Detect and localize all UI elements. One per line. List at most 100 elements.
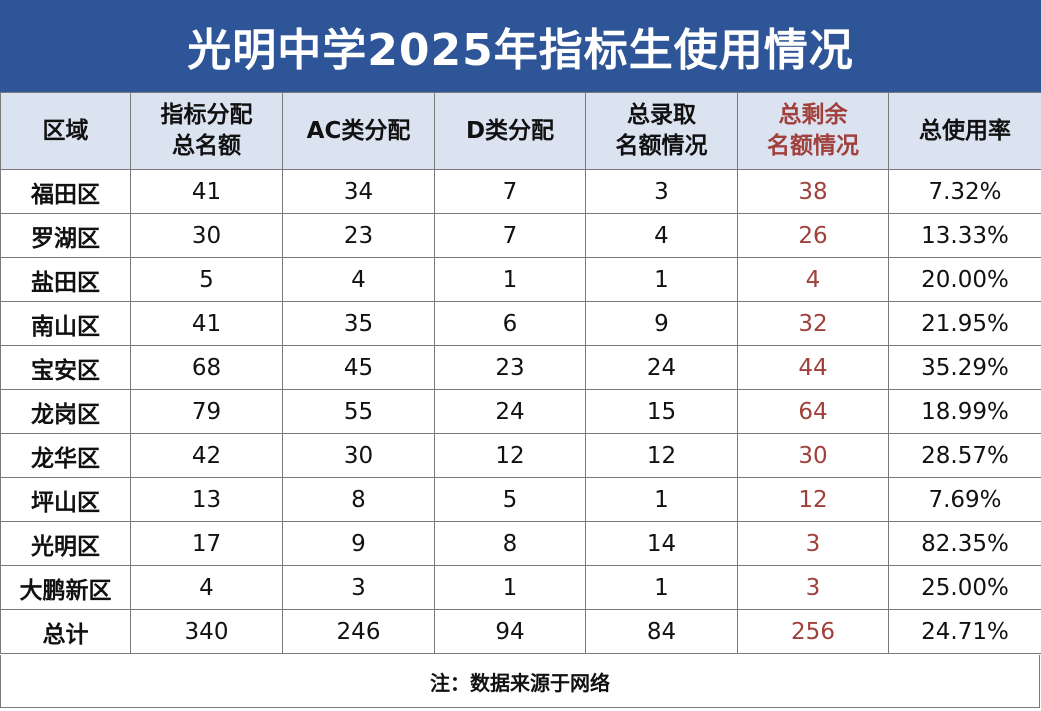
header-d-label: D类分配 bbox=[465, 117, 555, 144]
d-cell: 23 bbox=[434, 345, 586, 390]
rate-cell: 20.00% bbox=[888, 257, 1041, 302]
d-cell: 8 bbox=[434, 521, 586, 566]
region-cell: 南山区 bbox=[0, 301, 131, 346]
remaining-cell: 256 bbox=[737, 609, 889, 654]
header-rate: 总使用率 bbox=[888, 92, 1041, 170]
region-cell: 宝安区 bbox=[0, 345, 131, 390]
table-row-total: 总计 340 246 94 84 256 24.71% bbox=[0, 609, 1041, 654]
admitted-cell: 1 bbox=[585, 565, 738, 610]
quota-cell: 17 bbox=[130, 521, 283, 566]
quota-usage-table: 区域 指标分配 总名额 AC类分配 D类分配 总录取 名额情况 总剩余名额情况 总使… bbox=[0, 92, 1041, 654]
quota-cell: 42 bbox=[130, 433, 283, 478]
rate-cell: 7.69% bbox=[888, 477, 1041, 522]
header-d: D类分配 bbox=[434, 92, 586, 170]
rate-cell: 28.57% bbox=[888, 433, 1041, 478]
ac-cell: 45 bbox=[282, 345, 435, 390]
header-region: 区域 bbox=[0, 92, 131, 170]
rate-cell: 35.29% bbox=[888, 345, 1041, 390]
ac-cell: 30 bbox=[282, 433, 435, 478]
header-ac: AC类分配 bbox=[282, 92, 435, 170]
header-quota-line1: 指标分配 bbox=[160, 102, 253, 128]
header-region-label: 区域 bbox=[42, 117, 89, 144]
table-row: 罗湖区 30 23 7 4 26 13.33% bbox=[0, 213, 1041, 258]
remaining-cell: 3 bbox=[737, 521, 889, 566]
table-row: 宝安区 68 45 23 24 44 35.29% bbox=[0, 345, 1041, 390]
table-row: 龙华区 42 30 12 12 30 28.57% bbox=[0, 433, 1041, 478]
header-remaining-line2: 名额情况 bbox=[767, 133, 859, 159]
remaining-cell: 12 bbox=[737, 477, 889, 522]
header-remaining: 总剩余 名额情况 bbox=[737, 92, 889, 170]
ac-cell: 35 bbox=[282, 301, 435, 346]
rate-cell: 18.99% bbox=[888, 389, 1041, 434]
d-cell: 7 bbox=[434, 213, 586, 258]
ac-cell: 246 bbox=[282, 609, 435, 654]
table-row: 大鹏新区 4 3 1 1 3 25.00% bbox=[0, 565, 1041, 610]
region-cell: 光明区 bbox=[0, 521, 131, 566]
rate-cell: 21.95% bbox=[888, 301, 1041, 346]
table-row: 盐田区 5 4 1 1 4 20.00% bbox=[0, 257, 1041, 302]
admitted-cell: 12 bbox=[585, 433, 738, 478]
region-cell: 罗湖区 bbox=[0, 213, 131, 258]
rate-cell: 25.00% bbox=[888, 565, 1041, 610]
header-quota: 指标分配 总名额 bbox=[130, 92, 283, 170]
region-cell: 福田区 bbox=[0, 169, 131, 214]
table-row: 福田区 41 34 7 3 38 7.32% bbox=[0, 169, 1041, 214]
d-cell: 5 bbox=[434, 477, 586, 522]
quota-cell: 41 bbox=[130, 169, 283, 214]
region-cell: 坪山区 bbox=[0, 477, 131, 522]
source-footnote: 注：数据来源于网络 bbox=[0, 655, 1040, 708]
rate-cell: 82.35% bbox=[888, 521, 1041, 566]
admitted-cell: 24 bbox=[585, 345, 738, 390]
page-title: 光明中学2025年指标生使用情况 bbox=[0, 0, 1041, 92]
quota-cell: 340 bbox=[130, 609, 283, 654]
header-rate-label: 总使用率 bbox=[919, 117, 1011, 144]
d-cell: 6 bbox=[434, 301, 586, 346]
admitted-cell: 84 bbox=[585, 609, 738, 654]
ac-cell: 55 bbox=[282, 389, 435, 434]
ac-cell: 34 bbox=[282, 169, 435, 214]
remaining-cell: 32 bbox=[737, 301, 889, 346]
quota-cell: 79 bbox=[130, 389, 283, 434]
d-cell: 7 bbox=[434, 169, 586, 214]
table-row: 南山区 41 35 6 9 32 21.95% bbox=[0, 301, 1041, 346]
remaining-cell: 26 bbox=[737, 213, 889, 258]
remaining-cell: 38 bbox=[737, 169, 889, 214]
quota-cell: 13 bbox=[130, 477, 283, 522]
admitted-cell: 3 bbox=[585, 169, 738, 214]
admitted-cell: 15 bbox=[585, 389, 738, 434]
region-cell-total: 总计 bbox=[0, 609, 131, 654]
remaining-cell: 3 bbox=[737, 565, 889, 610]
quota-cell: 5 bbox=[130, 257, 283, 302]
remaining-cell: 30 bbox=[737, 433, 889, 478]
d-cell: 1 bbox=[434, 565, 586, 610]
header-ac-label: AC类分配 bbox=[306, 117, 411, 144]
admitted-cell: 1 bbox=[585, 477, 738, 522]
admitted-cell: 4 bbox=[585, 213, 738, 258]
quota-cell: 30 bbox=[130, 213, 283, 258]
table-row: 龙岗区 79 55 24 15 64 18.99% bbox=[0, 389, 1041, 434]
remaining-cell: 44 bbox=[737, 345, 889, 390]
header-admitted-line1: 总录取 bbox=[627, 102, 696, 128]
d-cell: 24 bbox=[434, 389, 586, 434]
rate-cell: 24.71% bbox=[888, 609, 1041, 654]
table-row: 光明区 17 9 8 14 3 82.35% bbox=[0, 521, 1041, 566]
d-cell: 12 bbox=[434, 433, 586, 478]
region-cell: 龙华区 bbox=[0, 433, 131, 478]
table-row: 坪山区 13 8 5 1 12 7.69% bbox=[0, 477, 1041, 522]
header-remaining-line1: 总剩余 bbox=[778, 102, 848, 128]
header-admitted: 总录取 名额情况 bbox=[585, 92, 738, 170]
region-cell: 龙岗区 bbox=[0, 389, 131, 434]
quota-cell: 68 bbox=[130, 345, 283, 390]
ac-cell: 9 bbox=[282, 521, 435, 566]
d-cell: 1 bbox=[434, 257, 586, 302]
rate-cell: 13.33% bbox=[888, 213, 1041, 258]
remaining-cell: 64 bbox=[737, 389, 889, 434]
quota-cell: 4 bbox=[130, 565, 283, 610]
ac-cell: 8 bbox=[282, 477, 435, 522]
d-cell: 94 bbox=[434, 609, 586, 654]
rate-cell: 7.32% bbox=[888, 169, 1041, 214]
region-cell: 大鹏新区 bbox=[0, 565, 131, 610]
header-row: 区域 指标分配 总名额 AC类分配 D类分配 总录取 名额情况 总剩余名额情况 总使… bbox=[0, 92, 1041, 170]
quota-cell: 41 bbox=[130, 301, 283, 346]
